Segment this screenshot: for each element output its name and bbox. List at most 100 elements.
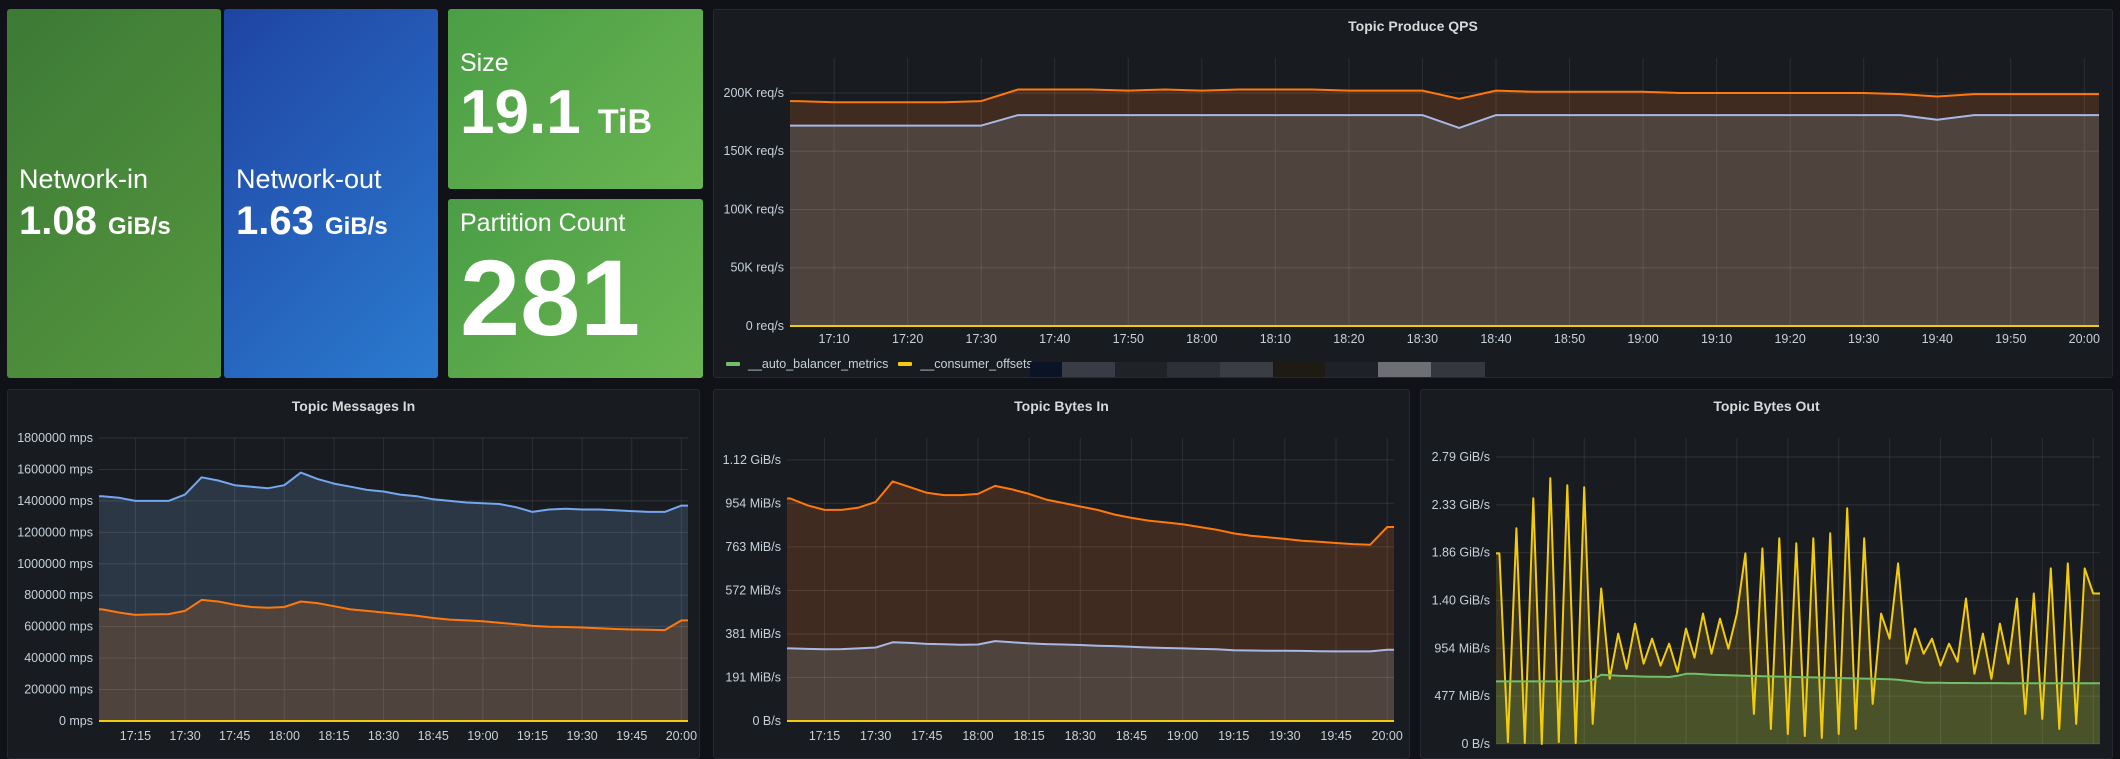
y-tick-label: 763 MiB/s (725, 540, 781, 554)
y-tick-label: 477 MiB/s (1434, 689, 1490, 703)
x-tick-label: 20:00 (666, 729, 697, 743)
legend-swatch (898, 362, 913, 366)
legend-item[interactable]: __auto_balancer_metrics (726, 357, 888, 371)
redacted-legend-item (1220, 362, 1273, 377)
gridlines (787, 438, 1394, 722)
stat-network-out[interactable]: Network-out 1.63 GiB/s (224, 9, 438, 378)
stat-number: 1.08 (19, 199, 97, 243)
y-tick-label: 1.86 GiB/s (1432, 546, 1490, 560)
y-tick-label: 1800000 mps (17, 431, 93, 445)
y-tick-label: 800000 mps (24, 588, 93, 602)
stat-label: Size (460, 49, 509, 77)
x-tick-label: 19:30 (1269, 729, 1300, 743)
y-tick-label: 1.12 GiB/s (723, 453, 781, 467)
y-tick-label: 0 mps (59, 714, 93, 728)
stat-partition-count[interactable]: Partition Count 281 (448, 199, 703, 378)
y-tick-label: 1400000 mps (17, 494, 93, 508)
panel-title: Topic Bytes Out (1713, 398, 1820, 414)
x-tick-label: 18:15 (1013, 729, 1044, 743)
gridlines (1496, 438, 2100, 745)
y-tick-label: 600000 mps (24, 620, 93, 634)
y-tick-label: 0 B/s (1462, 737, 1491, 751)
x-tick-label: 19:00 (467, 729, 498, 743)
series-line-0 (790, 88, 2099, 104)
x-tick-label: 17:30 (169, 729, 200, 743)
x-tick-label: 18:45 (418, 729, 449, 743)
x-tick-label: 18:45 (1116, 729, 1147, 743)
x-tick-label: 19:50 (1995, 332, 2026, 346)
x-tick-label: 20:00 (1372, 729, 1403, 743)
stat-unit: TiB (597, 103, 653, 141)
redacted-legend-item (1378, 362, 1431, 377)
x-tick-label: 18:00 (1186, 332, 1217, 346)
redacted-legend-item (1030, 362, 1062, 377)
legend-item[interactable]: __consumer_offsets (898, 357, 1033, 371)
y-tick-label: 400000 mps (24, 651, 93, 665)
y-tick-label: 200K req/s (724, 86, 784, 100)
x-tick-label: 18:00 (269, 729, 300, 743)
x-tick-label: 17:40 (1039, 332, 1070, 346)
stat-number: 19.1 (460, 78, 581, 147)
x-tick-label: 17:30 (966, 332, 997, 346)
stat-value: 19.1 TiB (460, 77, 652, 148)
panel-topic-bytes-in[interactable]: Topic Bytes In 0 B/s 191 MiB/s 381 MiB/s 57… (713, 389, 1410, 759)
panel-topic-messages-in[interactable]: Topic Messages In 0 mps 200000 mps 400000 … (7, 389, 700, 759)
stat-unit: GiB/s (107, 213, 171, 240)
gridlines (99, 437, 688, 722)
x-tick-label: 19:00 (1167, 729, 1198, 743)
series-area-1 (790, 115, 2099, 326)
x-tick-label: 17:45 (219, 729, 250, 743)
y-tick-label: 100K req/s (724, 202, 784, 216)
y-tick-label: 0 req/s (746, 319, 784, 333)
panel-topic-bytes-out[interactable]: Topic Bytes Out 0 B/s 477 MiB/s 954 MiB/s 1… (1420, 389, 2113, 759)
y-tick-label: 1000000 mps (17, 557, 93, 571)
y-tick-label: 1200000 mps (17, 525, 93, 539)
y-tick-label: 381 MiB/s (725, 627, 781, 641)
y-tick-label: 1600000 mps (17, 462, 93, 476)
x-tick-label: 18:20 (1333, 332, 1364, 346)
y-tick-label: 2.33 GiB/s (1432, 498, 1490, 512)
series-line-0 (1496, 477, 2100, 745)
x-tick-label: 18:10 (1260, 332, 1291, 346)
stat-label: Partition Count (460, 209, 626, 237)
redacted-legend-item (1273, 362, 1325, 377)
x-tick-label: 18:30 (1407, 332, 1438, 346)
x-tick-label: 18:00 (962, 729, 993, 743)
panel-title: Topic Bytes In (1014, 398, 1109, 414)
panel-title: Topic Produce QPS (1348, 18, 1478, 34)
x-tick-label: 17:30 (860, 729, 891, 743)
series-line-0 (787, 480, 1394, 546)
x-tick-label: 18:30 (1065, 729, 1096, 743)
y-tick-label: 2.79 GiB/s (1432, 450, 1490, 464)
panel-title: Topic Messages In (291, 398, 416, 414)
y-tick-label: 50K req/s (730, 261, 784, 275)
stat-value: 281 (460, 237, 641, 358)
y-tick-label: 1.40 GiB/s (1432, 593, 1490, 607)
stat-label: Network-out (236, 164, 382, 194)
stat-network-in[interactable]: Network-in 1.08 GiB/s (7, 9, 221, 378)
x-tick-label: 17:45 (911, 729, 942, 743)
legend: __auto_balancer_metrics __consumer_offse… (726, 352, 1043, 376)
x-tick-label: 19:15 (517, 729, 548, 743)
series-line-1 (787, 640, 1394, 653)
series-area-1 (787, 641, 1394, 721)
x-tick-label: 17:50 (1113, 332, 1144, 346)
x-tick-label: 19:15 (1218, 729, 1249, 743)
series-area-1 (1496, 673, 2100, 744)
x-tick-label: 18:40 (1480, 332, 1511, 346)
stat-unit: GiB/s (324, 213, 388, 240)
chart-topic-produce-qps: 0 req/s 50K req/s 100K req/s 150K req/s 200K… (724, 58, 2100, 346)
x-tick-label: 19:30 (566, 729, 597, 743)
y-tick-label: 0 B/s (753, 714, 782, 728)
y-tick-label: 954 MiB/s (725, 496, 781, 510)
legend-label: __consumer_offsets (920, 357, 1033, 371)
x-tick-label: 19:45 (616, 729, 647, 743)
series-line-1 (99, 598, 688, 632)
x-tick-label: 17:20 (892, 332, 923, 346)
x-tick-label: 19:00 (1627, 332, 1658, 346)
panel-topic-produce-qps[interactable]: Topic Produce QPS 0 req/s 50K req/s 100K r… (713, 9, 2113, 378)
redacted-legend-item (1062, 362, 1115, 377)
y-tick-label: 150K req/s (724, 144, 784, 158)
stat-size[interactable]: Size 19.1 TiB (448, 9, 703, 189)
x-tick-label: 19:40 (1922, 332, 1953, 346)
